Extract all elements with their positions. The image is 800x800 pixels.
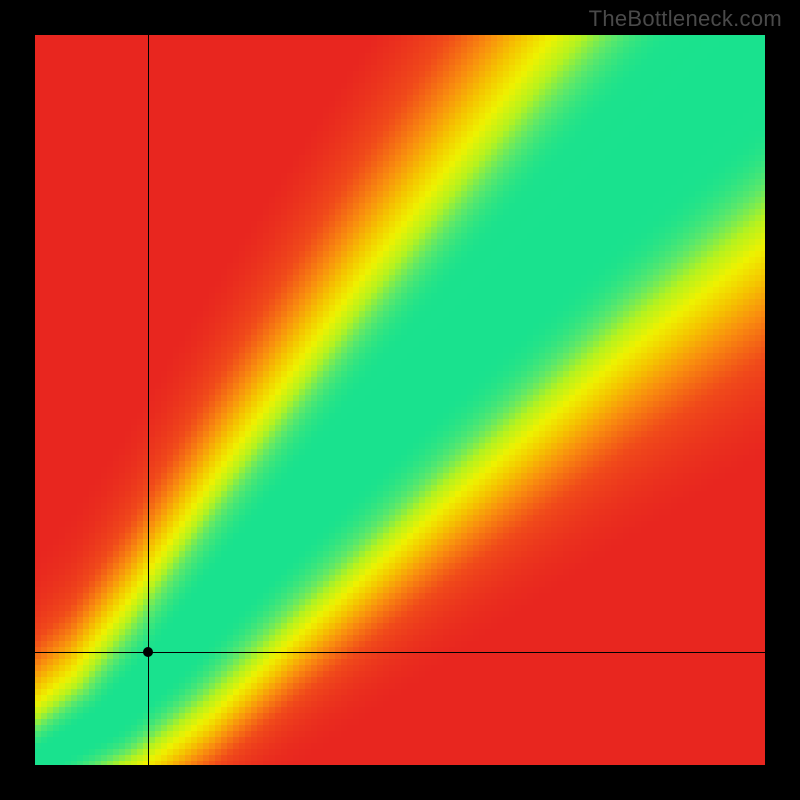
plot-area <box>35 35 765 765</box>
chart-frame: TheBottleneck.com <box>0 0 800 800</box>
watermark-text: TheBottleneck.com <box>589 6 782 32</box>
crosshair-marker <box>143 647 153 657</box>
